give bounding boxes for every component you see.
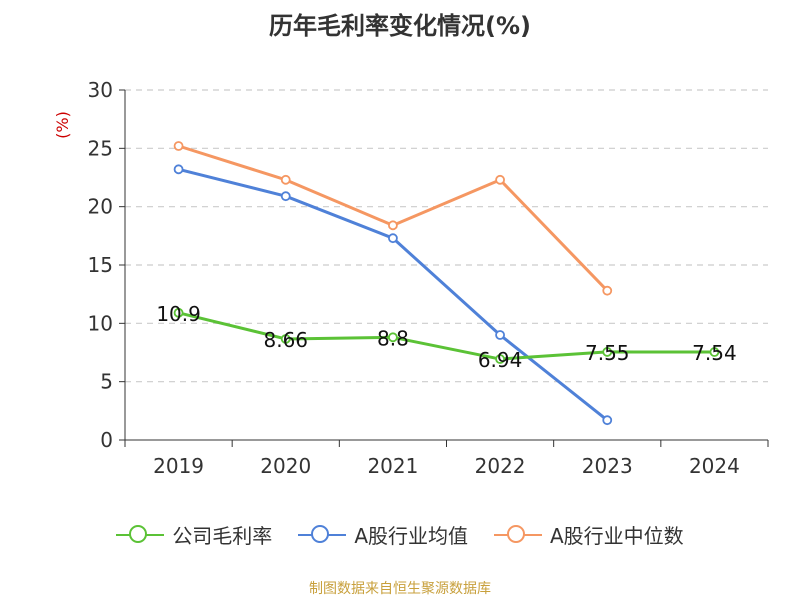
- data-point[interactable]: [388, 233, 398, 244]
- x-tick-label: 2021: [367, 454, 418, 478]
- y-tick-label: 30: [88, 78, 113, 102]
- data-point[interactable]: [495, 330, 505, 340]
- data-point[interactable]: [709, 347, 720, 357]
- legend-swatch-company: [116, 524, 165, 545]
- chart-title: 历年毛利率变化情况(%): [269, 12, 531, 40]
- series-0: [173, 307, 720, 364]
- series-2: [173, 141, 613, 296]
- legend-swatch-industry-mean: [298, 524, 347, 545]
- axes: 0 5 10 15 20 25 30 (%) 2019 2020 2021 2022 2023 2024: [53, 78, 769, 478]
- series-line: [178, 144, 609, 292]
- legend-label-industry-median: A股行业中位数: [550, 524, 684, 548]
- grid-lines: [125, 89, 768, 383]
- data-label: 7.54: [692, 341, 737, 365]
- data-point[interactable]: [173, 307, 184, 318]
- data-label: 6.94: [478, 348, 523, 372]
- data-point[interactable]: [280, 174, 291, 185]
- data-point[interactable]: [602, 285, 613, 296]
- series: [173, 141, 720, 426]
- y-tick-label: 0: [100, 428, 113, 452]
- data-point[interactable]: [280, 334, 291, 344]
- data-point[interactable]: [173, 141, 184, 151]
- data-label: 8.8: [377, 326, 409, 350]
- series-1: [173, 164, 613, 426]
- series-line: [178, 311, 715, 361]
- legend-label-company: 公司毛利率: [172, 524, 273, 548]
- legend: 公司毛利率 A股行业均值 A股行业中位数: [0, 520, 800, 549]
- source-note: 制图数据来自恒生聚源数据库: [309, 581, 491, 597]
- data-point[interactable]: [495, 174, 505, 185]
- data-point[interactable]: [495, 354, 505, 364]
- y-tick-label: 10: [88, 311, 113, 335]
- legend-label-industry-mean: A股行业均值: [354, 524, 468, 548]
- y-tick-label: 5: [100, 370, 113, 394]
- data-point[interactable]: [388, 220, 398, 231]
- y-tick-label: 25: [88, 136, 113, 160]
- x-tick-label: 2024: [689, 454, 740, 478]
- y-tick-label: 20: [88, 195, 113, 219]
- x-tick-label: 2019: [153, 454, 204, 478]
- data-point[interactable]: [173, 164, 184, 175]
- data-label: 7.55: [585, 341, 630, 365]
- legend-swatch-industry-median: [494, 524, 542, 545]
- x-tick-label: 2020: [260, 454, 311, 478]
- legend-item-industry-median[interactable]: A股行业中位数: [494, 520, 684, 549]
- data-label: 8.66: [263, 328, 308, 352]
- data-point[interactable]: [602, 415, 613, 426]
- x-tick-label: 2023: [582, 454, 633, 478]
- data-label: 10.9: [156, 302, 201, 326]
- x-tick-label: 2022: [475, 454, 526, 478]
- legend-item-industry-mean[interactable]: A股行业均值: [298, 520, 468, 549]
- data-point[interactable]: [280, 191, 291, 202]
- y-tick-label: 15: [88, 253, 113, 277]
- data-labels: 10.9 8.66 8.8 6.94 7.55 7.54: [156, 302, 736, 372]
- data-point[interactable]: [388, 332, 398, 343]
- y-axis-title: (%): [53, 111, 72, 139]
- data-point[interactable]: [602, 347, 613, 357]
- legend-item-company[interactable]: 公司毛利率: [116, 520, 272, 549]
